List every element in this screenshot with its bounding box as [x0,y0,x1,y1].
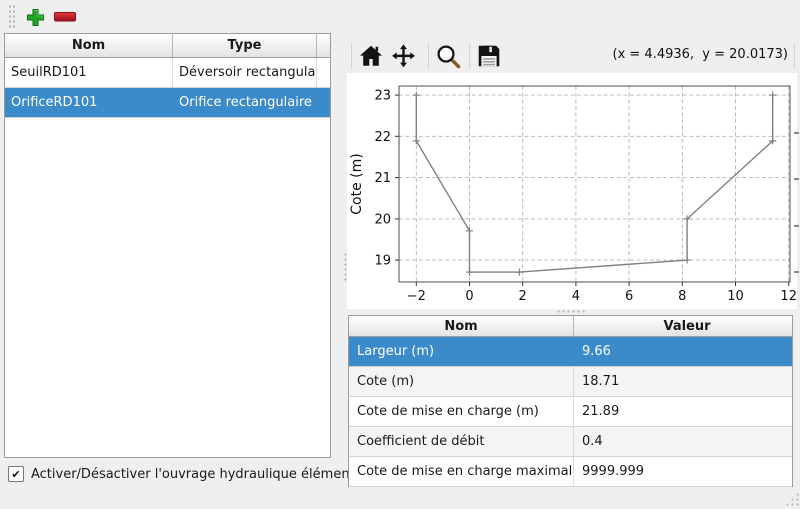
column-header-nom[interactable]: Nom [5,34,173,57]
zoom-icon [435,43,462,70]
property-row-coefficient-debit[interactable]: Coefficient de débit 0.4 [349,427,792,457]
property-value[interactable]: 18.71 [582,374,620,389]
toolbar-separator [428,43,429,69]
property-name: Coefficient de débit [349,427,574,456]
remove-structure-button[interactable] [52,4,78,30]
properties-table-header: Nom Valeur [349,316,792,337]
svg-text:20: 20 [374,212,391,227]
property-name: Cote de mise en charge (m) [349,397,574,426]
plot-home-button[interactable] [356,41,386,71]
property-value[interactable]: 9999.999 [582,464,645,479]
svg-text:12: 12 [780,289,797,304]
property-row-cote[interactable]: Cote (m) 18.71 [349,367,792,397]
save-icon [476,43,502,69]
clipped-tick [794,178,799,180]
svg-text:6: 6 [625,289,633,304]
plus-icon [26,8,45,27]
toolbar-drag-handle[interactable] [8,4,16,29]
svg-text:22: 22 [374,130,391,145]
column-header-filler [317,34,330,57]
window-resize-grip[interactable] [785,492,799,506]
structure-type: Déversoir rectangulaire [173,58,317,87]
property-name: Cote de mise en charge maximale [349,457,574,486]
clipped-tick [794,132,799,134]
vertical-splitter-handle[interactable] [343,252,348,282]
property-value[interactable]: 9.66 [582,344,611,359]
structure-name: SeuilRD101 [5,58,173,87]
main-toolbar [0,0,800,33]
home-icon [358,43,384,69]
activate-checkbox-label: Activer/Désactiver l'ouvrage hydraulique… [31,466,380,482]
property-row-largeur[interactable]: Largeur (m) 9.66 [349,337,792,367]
cursor-coordinates-readout: (x = 4.4936, y = 20.0173) [612,47,789,62]
structure-type: Orifice rectangulaire [179,95,312,110]
svg-text:23: 23 [374,89,391,104]
minus-icon [54,12,76,22]
clipped-tick [794,271,799,273]
property-name: Cote (m) [349,367,574,396]
plot-zoom-button[interactable] [433,41,463,71]
svg-text:0: 0 [465,289,473,304]
property-value[interactable]: 21.89 [582,404,620,419]
property-row-cote-mise-en-charge[interactable]: Cote de mise en charge (m) 21.89 [349,397,792,427]
structure-row-seuilrd101[interactable]: SeuilRD101 Déversoir rectangulaire [5,58,330,88]
toolbar-separator [469,43,470,69]
clipped-tick [794,225,799,227]
structure-name: OrificeRD101 [11,95,98,110]
activate-structure-row: ✔ Activer/Désactiver l'ouvrage hydrauliq… [8,466,379,482]
toolbar-separator [794,43,795,69]
activate-checkbox[interactable]: ✔ [8,466,24,482]
svg-text:−2: −2 [407,289,426,304]
column-header-type[interactable]: Type [173,34,317,57]
svg-text:19: 19 [374,254,391,269]
structures-table: Nom Type SeuilRD101 Déversoir rectangula… [4,33,331,458]
svg-text:21: 21 [374,171,391,186]
property-row-cote-mise-en-charge-maximale[interactable]: Cote de mise en charge maximale 9999.999 [349,457,792,487]
plot-canvas[interactable]: −2 0 2 4 6 8 10 12 19 20 21 22 23 Cote (m) [347,73,797,309]
svg-text:10: 10 [727,289,744,304]
column-header-nom[interactable]: Nom [349,316,574,336]
structure-row-orificerd101[interactable]: OrificeRD101 Orifice rectangulaire [5,88,330,118]
property-name: Largeur (m) [357,344,435,359]
horizontal-splitter-handle[interactable] [556,309,586,314]
svg-text:8: 8 [678,289,686,304]
svg-text:Cote (m): Cote (m) [349,153,365,214]
add-structure-button[interactable] [22,4,48,30]
properties-table: Nom Valeur Largeur (m) 9.66 Cote (m) 18.… [348,315,793,487]
toolbar-separator [351,43,352,69]
structures-table-header: Nom Type [5,34,330,58]
property-value[interactable]: 0.4 [582,434,603,449]
plot-save-button[interactable] [474,41,504,71]
cross-section-plot[interactable]: −2 0 2 4 6 8 10 12 19 20 21 22 23 Cote (m) [347,73,797,309]
svg-text:4: 4 [572,289,580,304]
svg-text:2: 2 [519,289,527,304]
pan-icon [390,43,417,70]
plot-pan-button[interactable] [388,41,418,71]
column-header-valeur[interactable]: Valeur [663,318,711,334]
